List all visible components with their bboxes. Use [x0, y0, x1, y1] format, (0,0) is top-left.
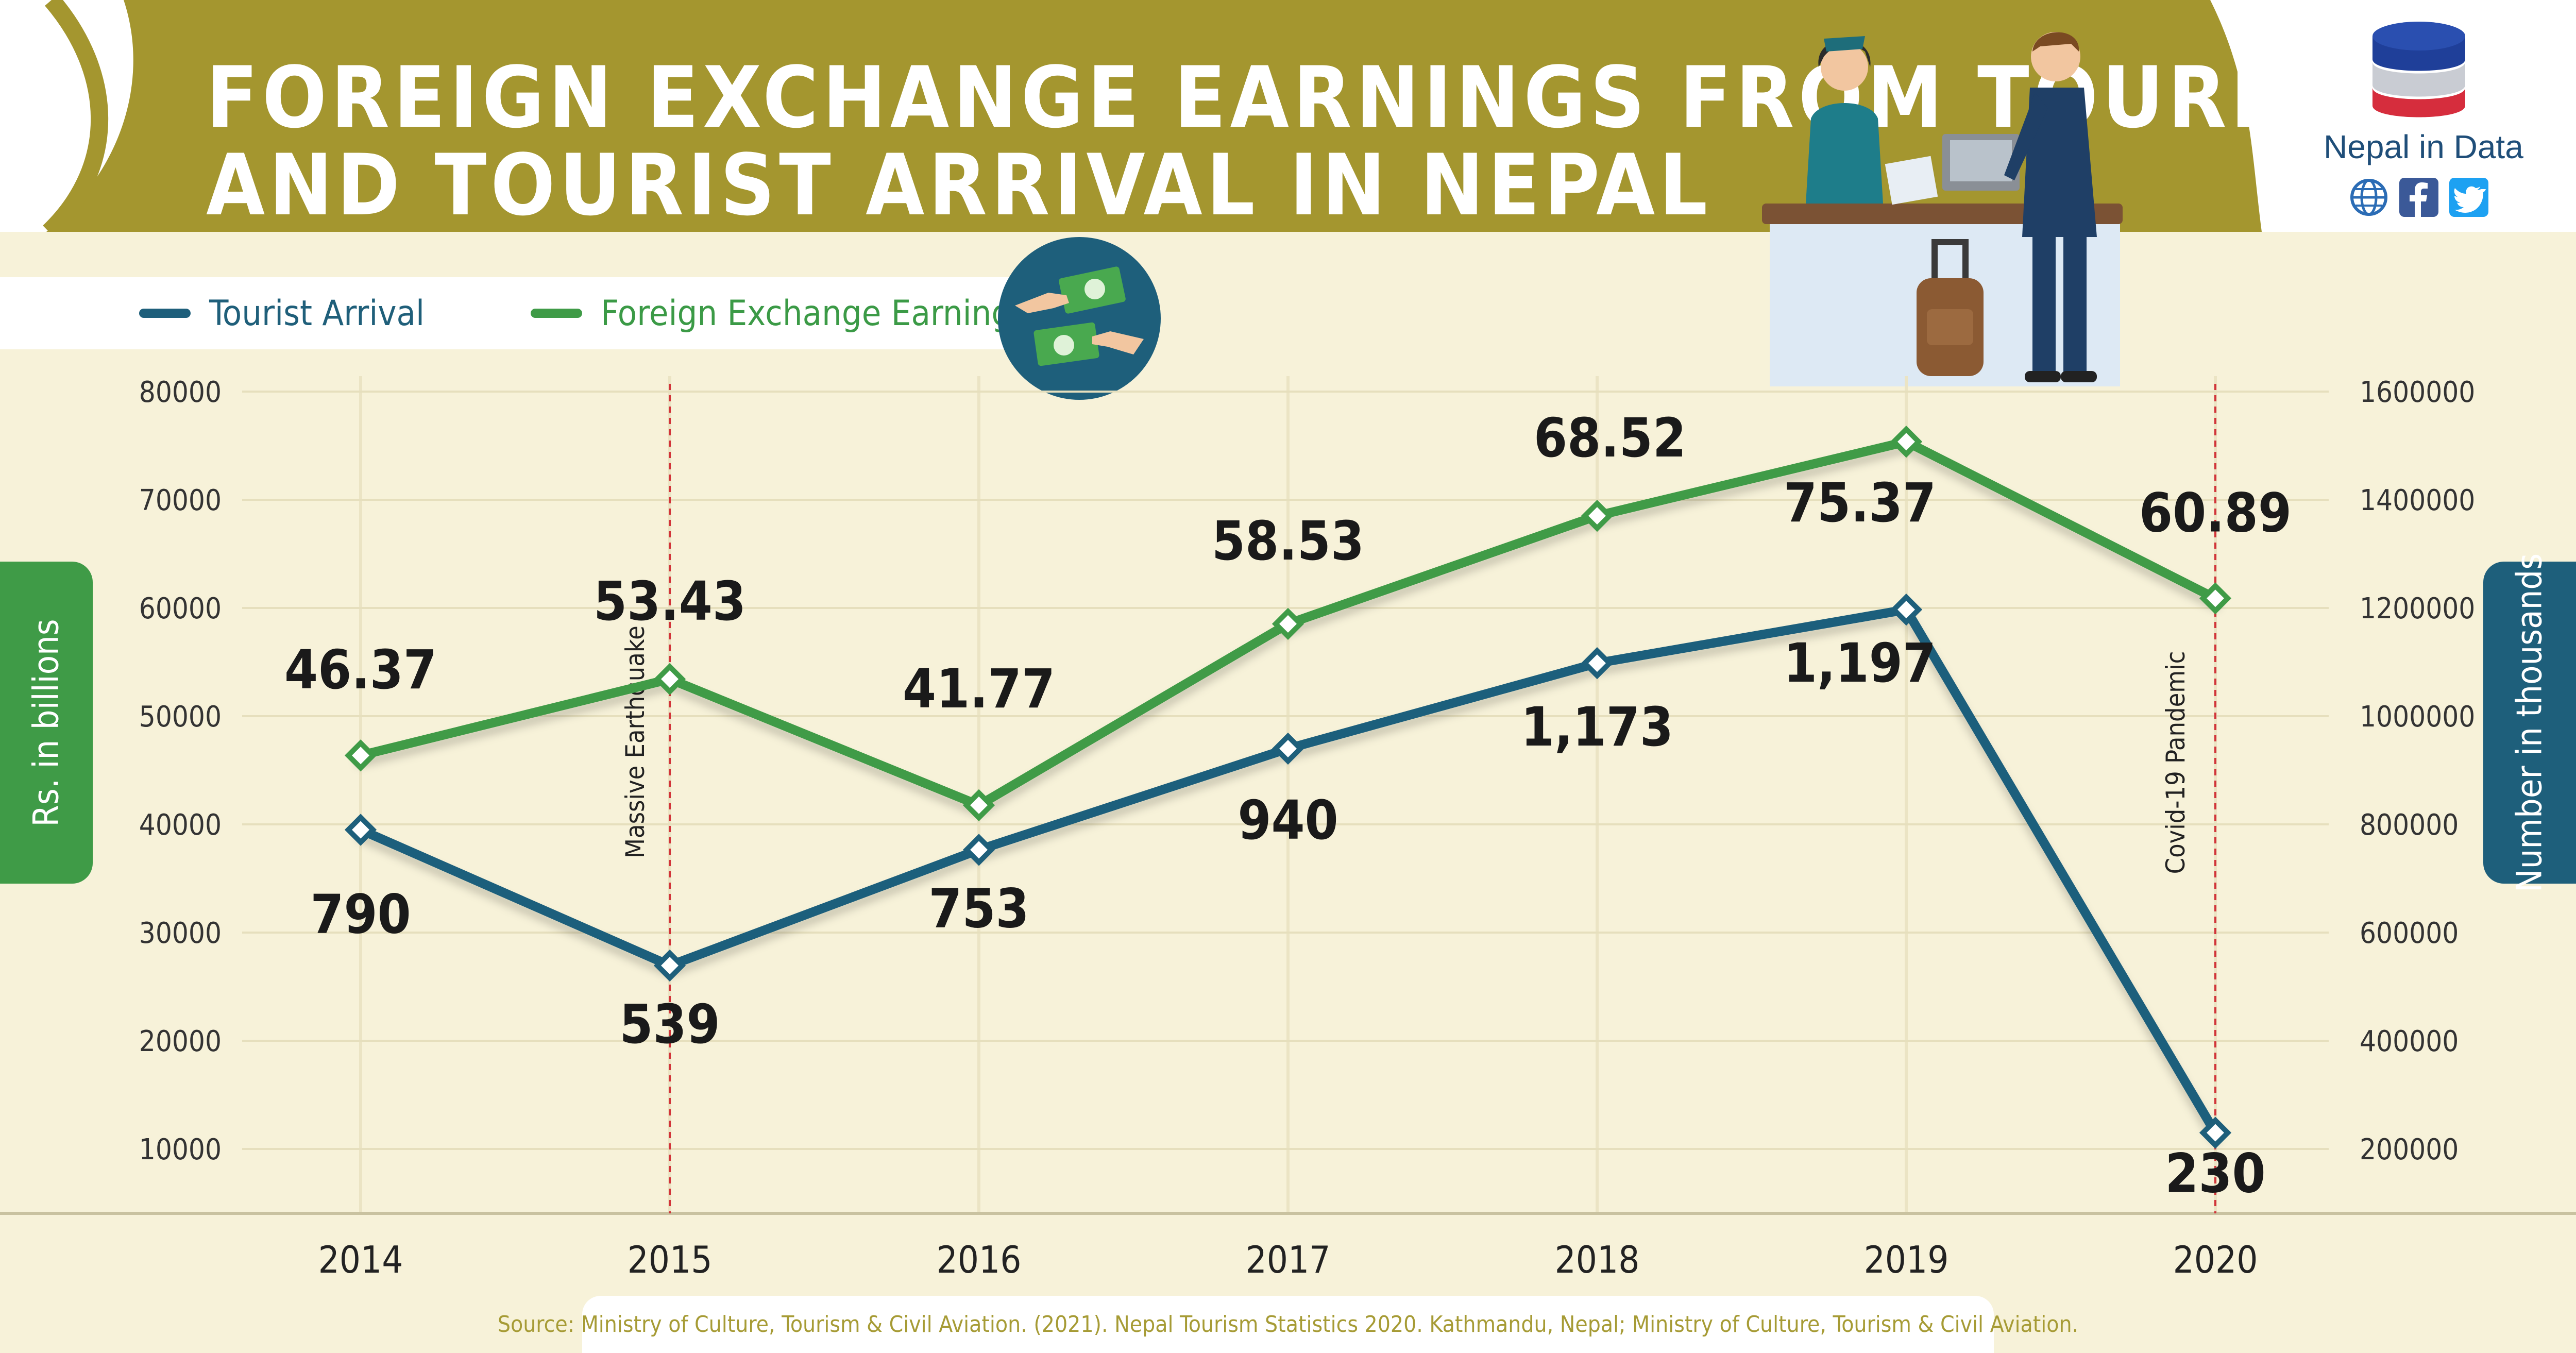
brand-name: Nepal in Data — [2324, 128, 2523, 165]
data-label: 68.52 — [1534, 407, 1686, 469]
data-point — [344, 814, 377, 846]
legend-swatch-tourist — [139, 309, 191, 318]
x-tick-label: 2015 — [628, 1238, 713, 1281]
left-tick-label: 10000 — [139, 1133, 222, 1166]
right-tick-label: 1400000 — [2360, 484, 2475, 517]
data-label: 940 — [1238, 789, 1338, 852]
data-label: 1,173 — [1521, 696, 1673, 758]
data-point — [344, 739, 377, 772]
data-point — [1581, 647, 1614, 680]
data-label: 75.37 — [1784, 471, 1936, 534]
right-tick-label: 800000 — [2360, 808, 2459, 842]
right-tick-label: 200000 — [2360, 1133, 2459, 1166]
right-tick-label: 1000000 — [2360, 700, 2475, 734]
right-tick-label: 1600000 — [2360, 376, 2475, 409]
data-label: 790 — [310, 883, 411, 946]
data-label: 60.89 — [2139, 481, 2292, 544]
database-logo-icon — [2372, 22, 2465, 117]
data-point — [1581, 499, 1614, 532]
legend-label-fx: Foreign Exchange Earnings — [601, 293, 1028, 334]
left-tick-label: 40000 — [139, 808, 222, 842]
money-exchange-icon — [998, 237, 1161, 400]
header-banner — [0, 0, 2576, 232]
data-label: 41.77 — [903, 657, 1055, 720]
left-tick-label: 30000 — [139, 917, 222, 950]
data-point — [1890, 594, 1923, 626]
data-point — [2199, 1117, 2232, 1149]
x-tick-label: 2020 — [2173, 1238, 2258, 1281]
data-point — [962, 789, 995, 821]
x-tick-label: 2016 — [937, 1238, 1022, 1281]
source-note: Source: Ministry of Culture, Tourism & C… — [497, 1311, 2079, 1338]
right-axis-tab: Number in thousands — [2483, 553, 2576, 892]
data-point — [653, 949, 686, 982]
legend-swatch-fx — [531, 309, 582, 318]
data-label: 1,197 — [1784, 632, 1936, 695]
x-tick-label: 2014 — [318, 1238, 403, 1281]
x-tick-label: 2018 — [1555, 1238, 1640, 1281]
data-point — [653, 663, 686, 696]
right-tick-label: 400000 — [2360, 1025, 2459, 1058]
legend: Tourist Arrival Foreign Exchange Earning… — [0, 277, 1028, 349]
tourist-counter-illustration — [1762, 32, 2123, 386]
data-point — [962, 834, 995, 866]
right-tick-label: 600000 — [2360, 917, 2459, 950]
left-tick-label: 80000 — [139, 376, 222, 409]
data-point — [2199, 582, 2232, 615]
data-point — [1890, 426, 1923, 458]
legend-item-tourist-arrival: Tourist Arrival — [139, 277, 425, 349]
left-tick-label: 50000 — [139, 700, 222, 734]
data-point — [1272, 607, 1304, 640]
annotation-label: Massive Earthquake — [620, 625, 650, 858]
data-label: 753 — [928, 877, 1029, 940]
left-tick-label: 60000 — [139, 592, 222, 625]
twitter-icon[interactable] — [2449, 178, 2488, 217]
legend-label-tourist: Tourist Arrival — [209, 293, 425, 334]
data-label: 230 — [2165, 1142, 2265, 1205]
right-tick-label: 1200000 — [2360, 592, 2475, 625]
facebook-icon[interactable] — [2399, 178, 2438, 217]
annotation-label: Covid-19 Pandemic — [2161, 651, 2191, 874]
left-axis-tab: Rs. in billions — [0, 562, 93, 884]
data-label: 58.53 — [1212, 510, 1364, 572]
page-title-line-2: AND TOURIST ARRIVAL IN NEPAL — [206, 136, 1712, 234]
globe-icon[interactable] — [2349, 178, 2388, 217]
x-tick-label: 2019 — [1864, 1238, 1949, 1281]
data-label: 53.43 — [594, 570, 746, 633]
left-tick-label: 70000 — [139, 484, 222, 517]
data-label: 46.37 — [284, 638, 437, 701]
left-tick-label: 20000 — [139, 1025, 222, 1058]
source-box: Source: Ministry of Culture, Tourism & C… — [498, 1296, 2078, 1353]
data-label: 539 — [619, 993, 720, 1056]
x-tick-label: 2017 — [1246, 1238, 1331, 1281]
legend-item-foreign-exchange: Foreign Exchange Earnings — [531, 277, 1028, 349]
data-point — [1272, 732, 1304, 765]
